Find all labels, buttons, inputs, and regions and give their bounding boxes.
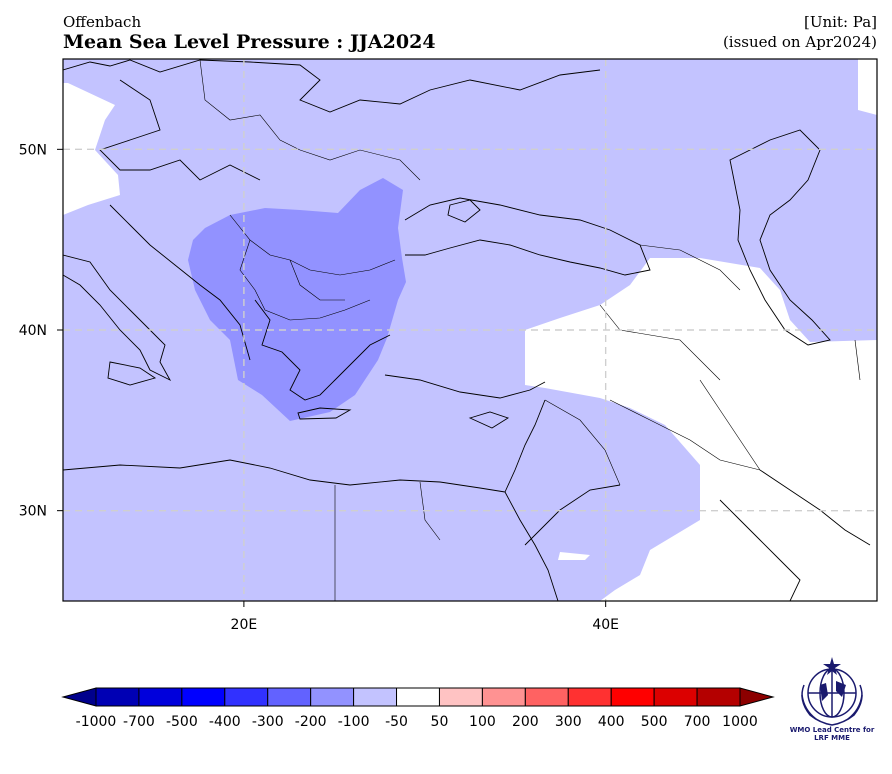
y-axis-ticks: 50N 40N 30N <box>19 142 63 520</box>
logo-caption-line2: LRF MME <box>814 734 850 742</box>
colorbar-cell <box>310 687 355 707</box>
colorbar-label: -700 <box>123 714 155 730</box>
unit-label: [Unit: Pa] <box>803 13 877 31</box>
colorbar-cell <box>610 687 655 707</box>
colorbar-cell <box>181 687 226 707</box>
gridlines <box>63 59 877 601</box>
y-tick-label: 50N <box>19 142 47 158</box>
colorbar-label: 50 <box>431 714 449 730</box>
colorbar-label: -50 <box>385 714 408 730</box>
country-borders <box>199 59 861 601</box>
map-figure: 20E 40E 50N 40N 30N <box>19 58 878 633</box>
logo-caption: WMO Lead Centre for LRF MME <box>781 726 883 742</box>
colorbar-cell <box>696 687 741 707</box>
colorbar-labels: -1000 -700 -500 -400 -300 -200 -100 -50 50 100 200… <box>76 714 758 730</box>
colorbar-label: -400 <box>209 714 241 730</box>
colorbar-over-arrow <box>739 687 775 707</box>
colorbar-label: 400 <box>598 714 625 730</box>
colorbar-cell <box>138 687 183 707</box>
colorbar-label: 700 <box>684 714 711 730</box>
colorbar-label: 200 <box>512 714 539 730</box>
colorbar-label: -500 <box>166 714 198 730</box>
colorbar-cell <box>396 687 440 707</box>
x-tick-label: 20E <box>231 617 258 633</box>
colorbar-label: 100 <box>469 714 496 730</box>
issue-date-label: (issued on Apr2024) <box>722 33 877 51</box>
data-origin-label: Offenbach <box>63 13 142 31</box>
wmo-emblem-icon <box>801 657 863 726</box>
colorbar-cell <box>95 687 140 707</box>
y-tick-label: 30N <box>19 504 47 520</box>
colorbar-cell <box>653 687 698 707</box>
colorbar-cell <box>267 687 312 707</box>
coastlines <box>63 59 871 601</box>
colorbar-cells <box>61 687 775 707</box>
colorbar-label: -300 <box>252 714 284 730</box>
balkan-aegean-core-region <box>188 178 406 421</box>
colorbar-label: 1000 <box>722 714 758 730</box>
colorbar-label: 500 <box>641 714 668 730</box>
colorbar: -1000 -700 -500 -400 -300 -200 -100 -50 50 100 200… <box>61 687 775 730</box>
colorbar-cell <box>567 687 612 707</box>
map-plot-area <box>63 59 877 601</box>
colorbar-cell <box>224 687 269 707</box>
colorbar-label: -100 <box>338 714 370 730</box>
y-tick-label: 40N <box>19 323 47 339</box>
colorbar-label: 300 <box>555 714 582 730</box>
map-title: Mean Sea Level Pressure : JJA2024 <box>63 31 436 53</box>
x-tick-label: 40E <box>592 617 619 633</box>
logo-caption-line1: WMO Lead Centre for <box>789 726 875 734</box>
colorbar-cell <box>438 687 483 707</box>
colorbar-label: -1000 <box>76 714 117 730</box>
colorbar-cell <box>524 687 569 707</box>
colorbar-under-arrow <box>61 687 97 707</box>
colorbar-label: -200 <box>295 714 327 730</box>
colorbar-cell <box>481 687 526 707</box>
x-axis-ticks: 20E 40E <box>231 601 619 633</box>
broad-negative-anomaly-region <box>63 59 877 601</box>
colorbar-cell <box>353 687 398 707</box>
